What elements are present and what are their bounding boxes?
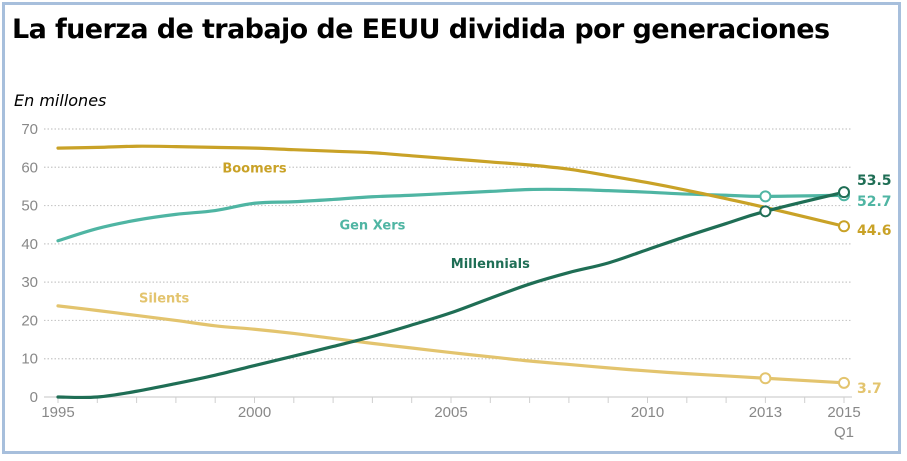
series-label-gen-xers: Gen Xers [339,219,405,234]
line-millennials [56,190,846,400]
end-label-silents: 3.7 [857,381,882,397]
end-label-millennials: 53.5 [857,173,892,189]
marker-gen-xers-2013 [759,190,772,203]
y-tick-label-10: 10 [21,351,38,368]
x-tick-label-2000: 2000 [238,404,271,421]
y-tick-label-50: 50 [21,198,38,215]
y-axis: 0 10 20 30 40 50 60 70 [21,121,38,406]
marker-silents-2015 [838,376,850,389]
x-tick-sublabel-Q1: Q1 [834,424,854,441]
x-tick-label-2013: 2013 [749,404,782,421]
marker-boomers-2015 [838,220,850,233]
chart-subtitle: En millones [14,91,107,110]
x-tick-label-1995: 1995 [41,404,74,421]
series-label-boomers: Boomers [222,161,287,176]
marker-millennials-2015 [838,186,850,199]
y-tick-label-60: 60 [21,159,38,176]
y-tick-label-20: 20 [21,312,38,329]
x-tick-label-2015: 2015 [827,404,860,421]
series-markers [759,186,850,389]
y-tick-label-70: 70 [21,121,38,138]
line-gen-xers [56,187,846,243]
end-label-boomers: 44.6 [857,223,892,239]
series-labels: 44.6 52.7 53.5 3.7 Boomers Gen Xers Millennial… [136,158,892,397]
y-tick-label-0: 0 [30,389,38,406]
marker-millennials-2013 [759,205,772,218]
x-tick-label-2010: 2010 [631,404,664,421]
line-boomers [56,144,846,228]
line-silents [56,304,846,385]
y-tick-label-40: 40 [21,236,38,253]
x-tick-label-2005: 2005 [434,404,467,421]
marker-silents-2013 [759,372,772,385]
gridlines [44,128,852,360]
series-lines [56,144,846,400]
series-label-silents: Silents [139,291,190,306]
series-label-millennials: Millennials [451,257,530,272]
x-axis: 1995 2000 2005 2010 2013 2015 Q1 [41,396,861,441]
y-tick-label-30: 30 [21,274,38,291]
end-label-gen-xers: 52.7 [857,194,892,210]
chart-title: La fuerza de trabajo de EEUU dividida po… [12,14,830,45]
